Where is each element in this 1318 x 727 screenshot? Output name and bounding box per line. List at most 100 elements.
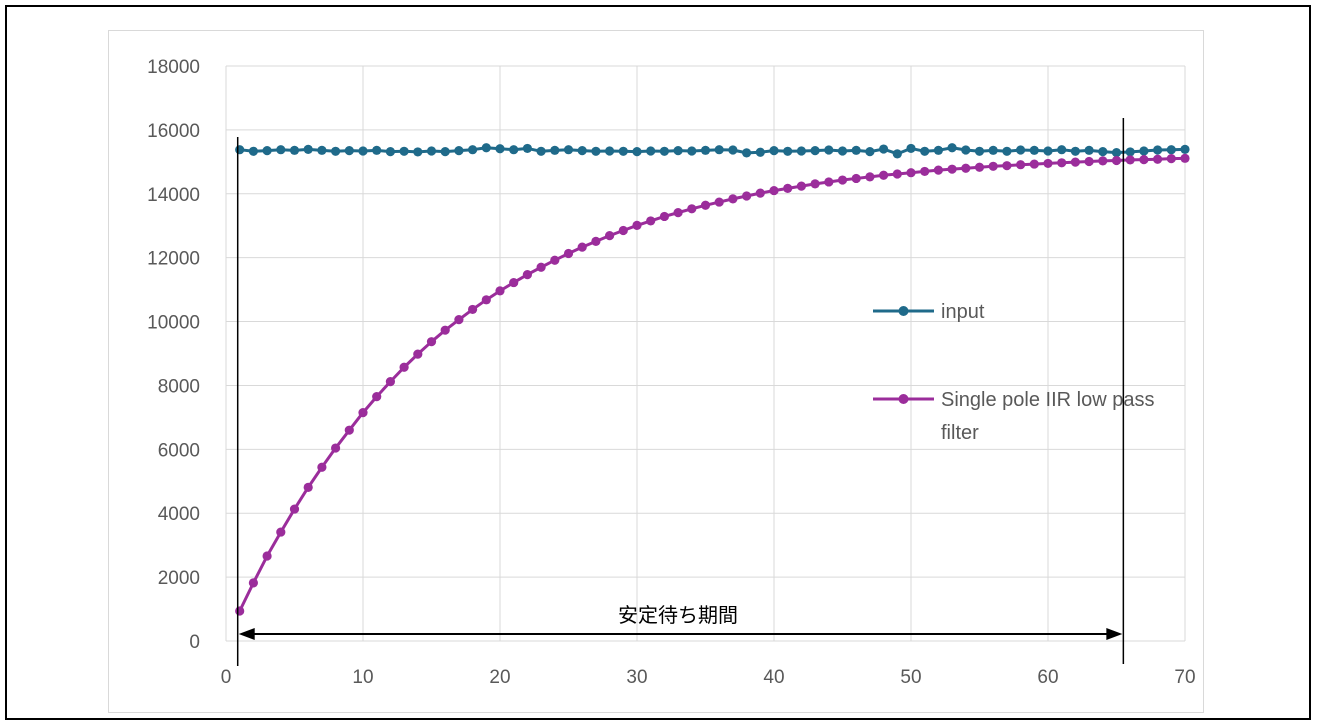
series-point-1: [1016, 160, 1026, 170]
series-point-0: [1125, 147, 1135, 157]
series-point-0: [317, 145, 327, 155]
series-point-0: [974, 146, 985, 156]
series-point-0: [289, 145, 300, 155]
series-point-0: [824, 145, 834, 155]
series-point-0: [605, 146, 615, 156]
annotation: 安定待ち期間: [236, 118, 1125, 666]
series-point-1: [426, 337, 437, 347]
series-point-0: [879, 144, 889, 154]
series-point-0: [1111, 147, 1122, 158]
series-point-0: [358, 146, 368, 156]
series-point-0: [481, 143, 491, 153]
x-tick-label: 10: [352, 667, 373, 688]
series-point-0: [1057, 145, 1067, 155]
series-point-1: [1180, 153, 1190, 163]
series-point-1: [440, 325, 450, 335]
x-tick-label: 50: [900, 667, 921, 688]
series-point-0: [755, 147, 765, 157]
series-point-0: [1139, 146, 1149, 156]
series-point-0: [933, 145, 944, 155]
series-point-0: [468, 145, 478, 155]
y-tick-label: 14000: [147, 185, 200, 206]
series-point-0: [673, 146, 683, 156]
series-point-1: [933, 165, 944, 175]
legend-label-input: input: [941, 301, 985, 323]
series-point-1: [262, 551, 272, 561]
legend-item-filter: Single pole IIR low pass filter: [873, 389, 1154, 444]
series-point-0: [276, 145, 286, 155]
y-tick-label: 0: [189, 632, 200, 653]
series-point-0: [522, 143, 533, 154]
series-point-1: [413, 349, 423, 359]
x-tick-label: 0: [221, 667, 232, 688]
series-point-1: [947, 164, 957, 174]
series-point-1: [837, 175, 848, 185]
series-point-0: [1098, 147, 1108, 157]
series-point-1: [385, 377, 395, 387]
series-point-1: [468, 304, 478, 315]
series-point-0: [865, 147, 875, 157]
series-point-1: [317, 462, 327, 472]
series-point-1: [235, 606, 245, 616]
series-point-1: [988, 161, 998, 171]
series-point-0: [769, 146, 779, 156]
chart-area: [108, 30, 1204, 713]
series-point-0: [550, 145, 560, 155]
series-point-1: [454, 315, 464, 325]
series-point-1: [303, 482, 313, 492]
series-point-1: [1084, 156, 1094, 167]
series-point-1: [536, 262, 546, 272]
series-point-0: [262, 146, 272, 156]
series-point-1: [331, 443, 341, 453]
series-point-0: [988, 145, 998, 155]
y-tick-label: 6000: [158, 440, 200, 461]
y-tick-label: 16000: [147, 121, 200, 142]
grid: [225, 65, 1186, 642]
series-point-0: [851, 145, 861, 155]
series-point-1: [248, 578, 258, 588]
series-point-1: [1125, 155, 1135, 165]
series-point-1: [824, 177, 834, 187]
series-point-0: [920, 146, 930, 156]
series-point-1: [659, 211, 670, 222]
series-point-1: [591, 236, 601, 246]
series-point-0: [810, 146, 820, 156]
series-point-0: [1016, 145, 1026, 155]
series-line-0: [239, 146, 1186, 156]
series-line-1: [238, 156, 1186, 612]
annotation-arrowhead-right: [1106, 628, 1123, 640]
legend-marker-input: [898, 306, 909, 316]
series-point-0: [742, 148, 752, 158]
y-tick-label: 4000: [158, 504, 200, 525]
series-point-1: [358, 407, 368, 418]
series-point-1: [344, 425, 354, 435]
series-point-0: [454, 146, 464, 156]
series-point-1: [851, 173, 861, 184]
y-tick-label: 8000: [158, 376, 200, 397]
series-point-0: [714, 145, 724, 155]
series-group: [235, 143, 1190, 616]
series-point-0: [687, 146, 697, 156]
series-point-1: [687, 204, 697, 214]
series-point-0: [632, 147, 642, 157]
series-point-0: [1002, 146, 1012, 156]
series-point-0: [495, 144, 505, 154]
series-point-1: [632, 220, 642, 231]
y-tick-label: 10000: [147, 313, 200, 334]
series-point-1: [810, 179, 820, 189]
series-point-1: [1139, 154, 1149, 165]
series-point-0: [1029, 145, 1039, 155]
series-point-0: [947, 143, 957, 153]
series-point-1: [961, 163, 971, 173]
series-point-1: [673, 208, 683, 218]
series-point-0: [399, 146, 409, 156]
series-point-1: [892, 169, 902, 179]
legend: input Single pole IIR low pass filter: [873, 301, 1154, 444]
series-point-0: [1180, 144, 1190, 154]
series-point-1: [646, 216, 656, 226]
series-point-0: [961, 145, 971, 155]
series-point-0: [1166, 145, 1176, 155]
series-point-0: [783, 146, 793, 156]
series-point-0: [372, 145, 382, 155]
